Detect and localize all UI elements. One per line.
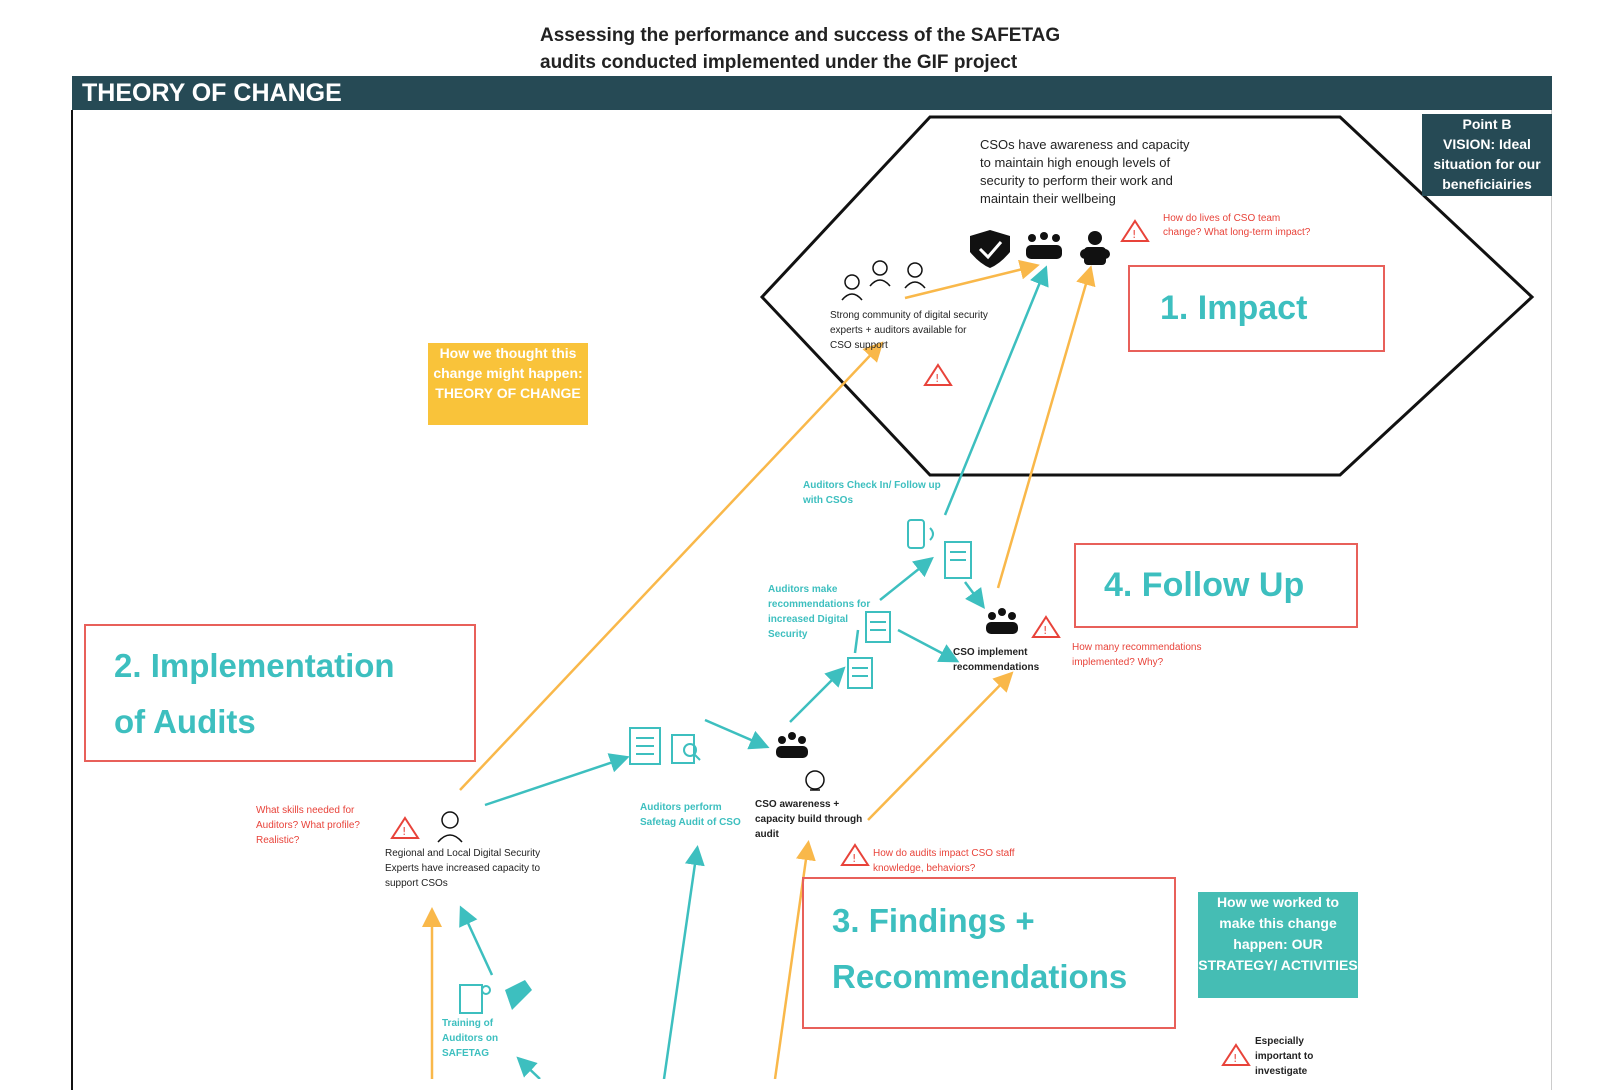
magnifier-icon <box>671 734 701 764</box>
checkin-label: Auditors Check In/ Follow up with CSOs <box>803 480 941 506</box>
warning-icon: ! <box>923 363 953 386</box>
svg-text:!: ! <box>1132 228 1136 241</box>
title-line-2: audits conducted implemented under the G… <box>540 52 1018 73</box>
legend-text: Especially important to investigate <box>1255 1036 1314 1077</box>
theory-of-change-header: THEORY OF CHANGE <box>72 76 1552 110</box>
shield-icon <box>970 230 1010 268</box>
diagram-frame <box>71 110 1552 1090</box>
svg-text:!: ! <box>935 372 939 385</box>
vision-box: Point B VISION: Ideal situation for our … <box>1422 114 1552 196</box>
warning-icon: ! <box>840 843 870 866</box>
binder-icon <box>629 727 661 765</box>
arrow-community-to-impact <box>904 259 1040 300</box>
findings-label: 3. Findings + Recommendations <box>802 877 1176 1029</box>
vision-line-1: Point B <box>1462 116 1512 132</box>
followup-label-text: 4. Follow Up <box>1104 566 1305 604</box>
form-icon <box>944 541 972 579</box>
warning-icon: ! <box>390 816 420 839</box>
arrow-report-to-recommend <box>853 629 860 654</box>
teacher-icon <box>459 984 491 1014</box>
svg-text:!: ! <box>852 852 856 865</box>
svg-text:!: ! <box>1043 624 1047 637</box>
implementation-label-line-1: 2. Implementation <box>114 647 395 684</box>
page-title: Assessing the performance and success of… <box>540 22 1140 76</box>
implement-label: CSO implement recommendations <box>953 647 1040 673</box>
community-text: Strong community of digital security exp… <box>830 310 988 351</box>
training-label: Training of Auditors on SAFETAG <box>442 1018 499 1059</box>
arrow-recommend-to-implement <box>897 628 960 663</box>
arrow-checkin-to-impact <box>943 265 1049 516</box>
arrow-recommend-to-checkin <box>879 556 934 601</box>
audit-perform-label: Auditors perform Safetag Audit of CSO <box>640 802 741 828</box>
group-icon <box>986 608 1018 634</box>
findings-label-line-1: 3. Findings + <box>832 902 1035 939</box>
expert-icon <box>437 811 463 843</box>
theory-of-change-label: THEORY OF CHANGE <box>82 79 342 107</box>
arrow-awareness-to-report <box>789 666 846 723</box>
recommend-label: Auditors make recommendations for increa… <box>768 584 871 640</box>
arrow-training-to-regional <box>459 905 494 976</box>
impact-question: How do lives of CSO team change? What lo… <box>1163 213 1311 238</box>
document-icon <box>865 611 891 643</box>
implementation-label-line-2: of Audits <box>114 703 256 740</box>
impact-hexagon <box>759 115 1535 477</box>
impact-label: 1. Impact <box>1128 265 1385 352</box>
vision-line-2: VISION: Ideal <box>1443 136 1531 152</box>
awareness-question: How do audits impact CSO staff knowledge… <box>873 848 1015 874</box>
regional-label: Regional and Local Digital Security Expe… <box>385 848 541 889</box>
arrow-audit-to-awareness <box>704 718 770 750</box>
title-line-1: Assessing the performance and success of… <box>540 25 1061 46</box>
svg-text:!: ! <box>402 825 406 838</box>
group-icon <box>1026 232 1062 259</box>
theory-of-change-note: How we thought this change might happen:… <box>428 343 588 425</box>
arrow-implement-to-impact <box>996 265 1096 589</box>
implementation-label: 2. Implementation of Audits <box>84 624 476 762</box>
vision-line-3: situation for our <box>1433 156 1541 172</box>
implement-question: How many recommendations implemented? Wh… <box>1072 642 1202 668</box>
arrow-regional-to-audit <box>484 753 630 807</box>
checklist-icon <box>847 657 873 689</box>
findings-label-line-2: Recommendations <box>832 958 1128 995</box>
awareness-label: CSO awareness + capacity build through a… <box>755 799 863 840</box>
strategy-note: How we worked to make this change happen… <box>1198 892 1358 998</box>
arrow-awareness-to-implement <box>867 671 1014 821</box>
warning-icon: ! <box>1120 219 1150 242</box>
vision-line-4: beneficiairies <box>1442 176 1532 192</box>
arrow-checkin-to-implement <box>963 581 985 610</box>
tag-icon <box>505 980 532 1010</box>
impact-text: CSOs have awareness and capacity to main… <box>980 137 1190 206</box>
arrow-bottom-to-auditperform <box>662 845 705 1079</box>
arrow-bottom-to-training <box>516 1056 541 1079</box>
experts-icon <box>841 260 926 301</box>
warning-icon: ! <box>1031 615 1061 638</box>
lightbulb-icon <box>805 770 825 791</box>
person-icon <box>1080 231 1110 265</box>
skills-question: What skills needed for Auditors? What pr… <box>256 805 360 846</box>
warning-icon: ! <box>1221 1043 1251 1066</box>
arrow-regional-to-community <box>459 341 884 791</box>
group-icon <box>776 732 808 758</box>
svg-text:!: ! <box>1233 1052 1237 1065</box>
phone-icon <box>907 519 934 549</box>
followup-label: 4. Follow Up <box>1074 543 1358 628</box>
impact-label-text: 1. Impact <box>1160 289 1308 327</box>
